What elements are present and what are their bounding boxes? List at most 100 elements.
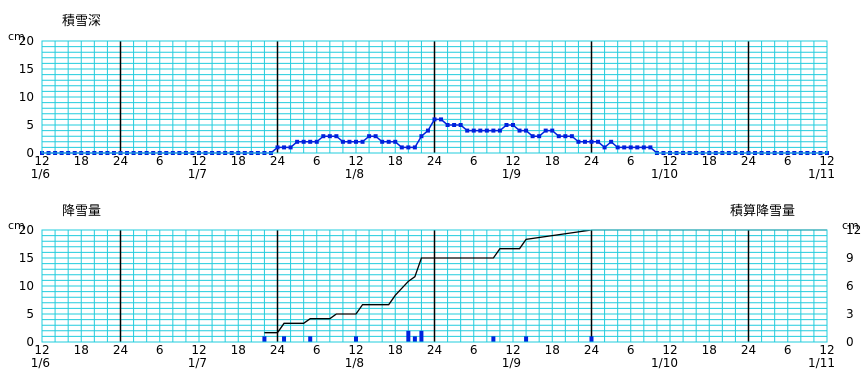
snowfall-hour-label: 12 [348, 343, 363, 357]
snow-depth-hour-label: 6 [313, 154, 321, 168]
snow-depth-point [511, 123, 515, 127]
snow-depth-point [465, 128, 470, 133]
snow-depth-y-tick-label: 15 [19, 62, 34, 76]
snow-depth-point [609, 139, 614, 144]
snow-depth-point [406, 145, 411, 150]
snow-depth-point [550, 128, 555, 133]
snow-depth-point [367, 134, 372, 139]
cumulative-snowfall-title: 積算降雪量 [730, 204, 795, 219]
snow-depth-point [321, 134, 326, 139]
snow-depth-point [491, 128, 496, 133]
cumulative-y-tick-label: 12 [846, 223, 861, 237]
snow-depth-date-label: 1/6 [31, 167, 50, 181]
snowfall-bar [419, 330, 424, 342]
snow-depth-title: 積雪深 [62, 14, 101, 29]
snow-depth-point [648, 145, 653, 150]
snowfall-y-tick-label: 20 [19, 223, 34, 237]
snow-depth-point [484, 128, 489, 133]
snow-depth-hour-label: 12 [191, 154, 206, 168]
snow-depth-date-label: 1/10 [651, 167, 678, 181]
snowfall-hour-label: 18 [388, 343, 403, 357]
snowfall-unit: cm [8, 219, 25, 232]
snowfall-bar [308, 336, 313, 342]
snowfall-hour-label: 24 [113, 343, 128, 357]
snowfall-frame [41, 229, 828, 343]
snowfall-hour-label: 24 [270, 343, 285, 357]
snow-depth-hour-label: 6 [627, 154, 635, 168]
snow-depth-y-tick-label: 0 [26, 146, 34, 160]
snow-depth-point [295, 139, 300, 144]
snow-depth-hour-label: 12 [819, 154, 834, 168]
snowfall-y-tick-label: 10 [19, 279, 34, 293]
snow-depth-chart: 積雪深 cm 0 5 10 15 20 12 18 24 6 12 18 24 6 12 18 24 6 12 18… [8, 14, 835, 181]
snow-depth-point [327, 134, 332, 139]
snowfall-bar [354, 336, 358, 342]
snow-depth-point [282, 145, 287, 150]
snow-depth-point [569, 134, 574, 139]
snow-depth-hour-label: 18 [388, 154, 403, 168]
snow-depth-y-tick-label: 20 [19, 34, 34, 48]
snow-depth-point [445, 123, 450, 127]
snowfall-hour-label: 24 [741, 343, 756, 357]
snow-depth-point [471, 128, 476, 133]
snowfall-y-tick-label: 5 [26, 307, 34, 321]
snow-depth-frame [41, 40, 828, 154]
snowfall-hour-label: 24 [427, 343, 442, 357]
snowfall-hour-label: 24 [584, 343, 599, 357]
snow-depth-point [530, 134, 535, 139]
snow-depth-point [602, 145, 607, 150]
snow-depth-y-tick-label: 10 [19, 90, 34, 104]
snowfall-hour-label: 6 [313, 343, 321, 357]
snow-depth-point [301, 139, 306, 144]
snow-depth-point [425, 128, 430, 133]
snow-depth-point [576, 139, 581, 144]
snow-depth-point [347, 139, 352, 144]
snowfall-date-label: 1/11 [808, 356, 835, 370]
snow-depth-point [452, 123, 457, 127]
snow-depth-hour-label: 24 [427, 154, 442, 168]
snowfall-hour-label: 18 [231, 343, 246, 357]
snowfall-bar [282, 336, 287, 342]
snowfall-hour-label: 18 [74, 343, 89, 357]
snow-depth-hour-label: 18 [231, 154, 246, 168]
snow-depth-point [386, 139, 391, 144]
snow-depth-hour-label: 18 [74, 154, 89, 168]
snow-depth-point [373, 134, 378, 139]
snow-depth-point [399, 145, 404, 150]
snow-depth-point [596, 139, 601, 144]
snow-depth-point [622, 145, 627, 150]
snow-depth-hour-label: 18 [702, 154, 717, 168]
snow-depth-point [635, 145, 640, 150]
snow-depth-point [340, 139, 345, 144]
snow-depth-point [275, 145, 280, 150]
snow-depth-point [582, 139, 587, 144]
snow-depth-point [524, 128, 529, 133]
snow-depth-hour-label: 6 [156, 154, 164, 168]
snowfall-y-tick-label: 0 [26, 335, 34, 349]
snow-depth-point [308, 139, 313, 144]
snow-depth-point [419, 134, 424, 139]
snow-depth-date-label: 1/9 [502, 167, 521, 181]
snow-depth-hour-label: 24 [270, 154, 285, 168]
cumulative-y-tick-label: 3 [846, 307, 854, 321]
snow-depth-date-label: 1/8 [345, 167, 364, 181]
snow-depth-hour-label: 24 [584, 154, 599, 168]
snowfall-title: 降雪量 [62, 204, 101, 219]
snowfall-hour-label: 12 [662, 343, 677, 357]
snowfall-bar [412, 336, 417, 342]
snowfall-hour-label: 12 [191, 343, 206, 357]
snow-depth-point [543, 128, 548, 133]
snow-depth-point [628, 145, 633, 150]
snowfall-date-label: 1/9 [502, 356, 521, 370]
snow-depth-hour-label: 12 [662, 154, 677, 168]
snow-depth-point [641, 145, 646, 150]
snowfall-y-tick-label: 15 [19, 251, 34, 265]
snow-depth-point [478, 128, 483, 133]
snow-depth-hour-label: 6 [784, 154, 792, 168]
snow-depth-y-tick-label: 5 [26, 118, 34, 132]
snow-depth-point [458, 123, 463, 127]
snowfall-bar [262, 336, 267, 342]
snow-depth-hour-label: 12 [505, 154, 520, 168]
snowfall-hour-label: 6 [784, 343, 792, 357]
